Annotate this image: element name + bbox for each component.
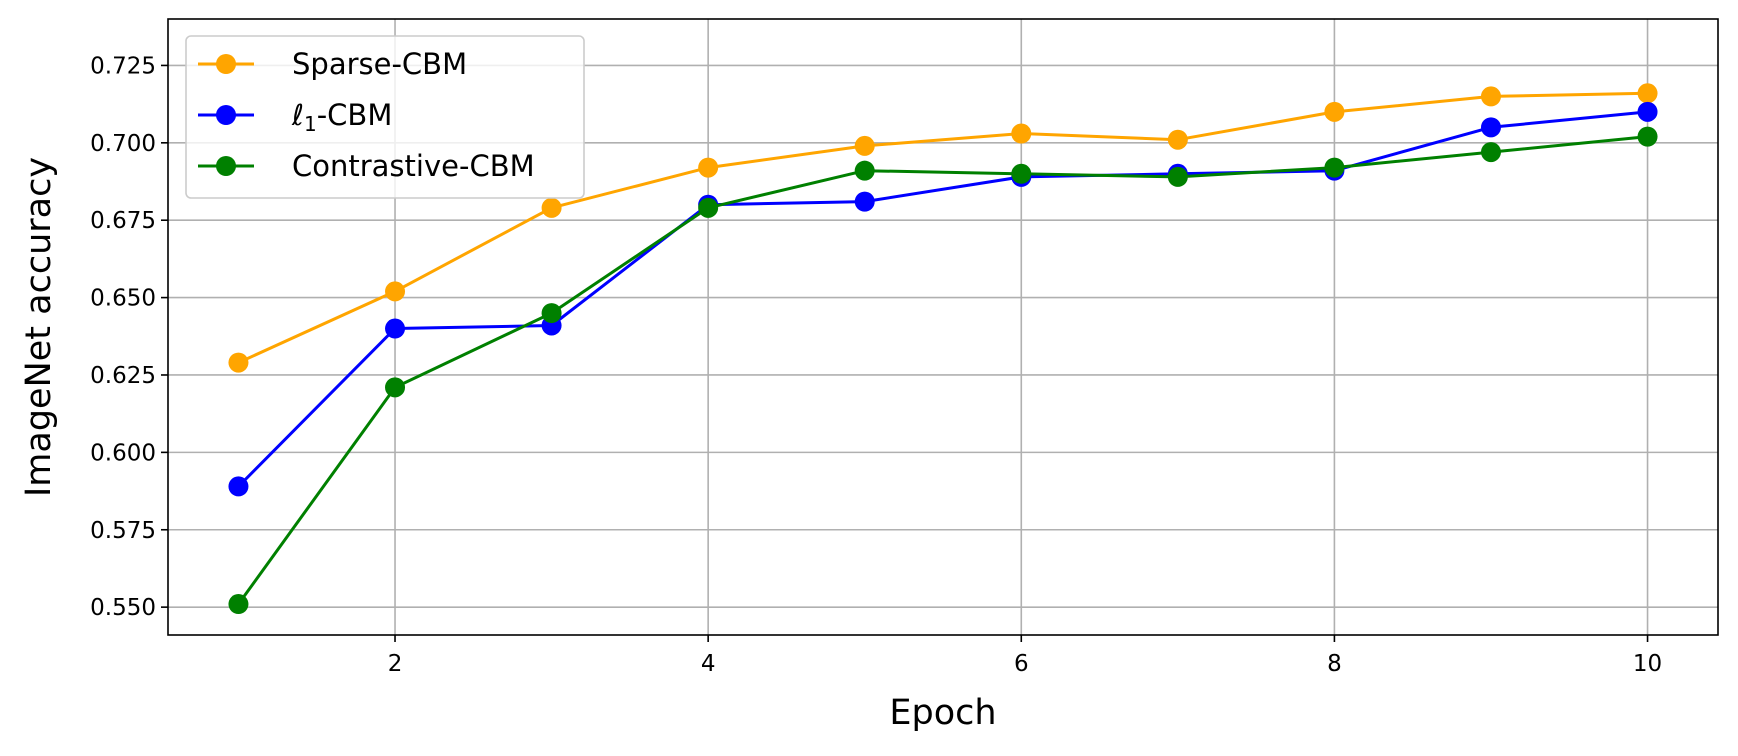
- data-point: [1637, 83, 1658, 104]
- legend-label: Contrastive-CBM: [292, 149, 535, 183]
- y-axis-label: ImageNet accuracy: [19, 157, 59, 497]
- y-axis-ticks: 0.550 0.575 0.600 0.625 0.650 0.675 0.700 0.725: [90, 53, 168, 621]
- legend-box: [185, 35, 585, 199]
- data-point: [698, 197, 719, 218]
- legend-label: Sparse-CBM: [292, 47, 467, 81]
- series-0: [228, 83, 1658, 373]
- y-tick-label: 0.725: [90, 53, 156, 79]
- data-point: [698, 157, 719, 178]
- data-point: [854, 191, 875, 212]
- data-point: [1480, 117, 1501, 138]
- legend-item: ℓ1-CBM: [198, 98, 392, 136]
- data-point: [1324, 157, 1345, 178]
- legend-swatch-marker: [216, 54, 236, 74]
- data-point: [1011, 163, 1032, 184]
- legend-item: Contrastive-CBM: [198, 149, 535, 183]
- y-tick-label: 0.650: [90, 286, 156, 312]
- legend-swatch-marker: [216, 105, 236, 125]
- y-tick-label: 0.550: [90, 595, 156, 621]
- legend-label-rest: -CBM: [317, 98, 393, 132]
- data-point: [1480, 86, 1501, 107]
- data-point: [385, 377, 406, 398]
- y-tick-label: 0.675: [90, 208, 156, 234]
- data-point: [1480, 142, 1501, 163]
- data-point: [228, 352, 249, 373]
- series-2: [228, 126, 1658, 615]
- data-point: [385, 318, 406, 339]
- series-line: [237, 110, 1648, 488]
- data-point: [1167, 129, 1188, 150]
- data-point: [385, 281, 406, 302]
- series-line: [237, 135, 1648, 605]
- x-tick-label: 10: [1633, 651, 1662, 677]
- y-tick-label: 0.700: [90, 131, 156, 157]
- x-tick-label: 8: [1327, 651, 1342, 677]
- data-point: [228, 476, 249, 497]
- series-layer: [228, 83, 1658, 615]
- data-point: [1637, 126, 1658, 147]
- data-point: [541, 303, 562, 324]
- data-point: [1324, 101, 1345, 122]
- data-point: [1167, 166, 1188, 187]
- data-point: [541, 197, 562, 218]
- x-tick-label: 4: [701, 651, 716, 677]
- x-axis-ticks: 2 4 6 8 10: [388, 635, 1662, 677]
- series-line: [237, 91, 1648, 364]
- legend-item: Sparse-CBM: [198, 47, 467, 81]
- legend-label-main: ℓ: [291, 98, 304, 132]
- x-tick-label: 6: [1014, 651, 1029, 677]
- y-tick-label: 0.575: [90, 518, 156, 544]
- x-tick-label: 2: [388, 651, 403, 677]
- data-point: [1011, 123, 1032, 144]
- data-point: [854, 135, 875, 156]
- data-point: [228, 594, 249, 615]
- data-point: [1637, 101, 1658, 122]
- data-point: [854, 160, 875, 181]
- legend-label-subscript: 1: [304, 112, 317, 136]
- legend-label: ℓ1-CBM: [291, 98, 392, 136]
- x-axis-label: Epoch: [889, 693, 996, 733]
- plot-frame: [167, 18, 1719, 636]
- y-tick-label: 0.625: [90, 363, 156, 389]
- y-tick-label: 0.600: [90, 440, 156, 466]
- legend: Sparse-CBM ℓ1-CBM Contrastive-CBM: [185, 35, 585, 199]
- legend-swatch-marker: [216, 156, 236, 176]
